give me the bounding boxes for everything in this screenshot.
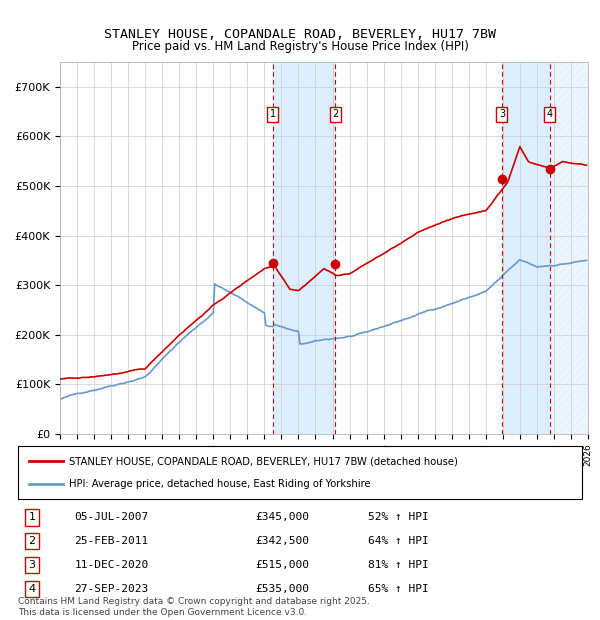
Text: STANLEY HOUSE, COPANDALE ROAD, BEVERLEY, HU17 7BW: STANLEY HOUSE, COPANDALE ROAD, BEVERLEY,… (104, 28, 496, 41)
Text: 11-DEC-2020: 11-DEC-2020 (74, 560, 149, 570)
Bar (550, 62, 588, 434)
Text: 1: 1 (29, 512, 35, 522)
Text: 05-JUL-2007: 05-JUL-2007 (74, 512, 149, 522)
Text: £342,500: £342,500 (255, 536, 309, 546)
Text: 27-SEP-2023: 27-SEP-2023 (74, 584, 149, 594)
Text: 1: 1 (270, 109, 276, 119)
Text: 4: 4 (29, 584, 35, 594)
Text: £345,000: £345,000 (255, 512, 309, 522)
Text: STANLEY HOUSE, COPANDALE ROAD, BEVERLEY, HU17 7BW (detached house): STANLEY HOUSE, COPANDALE ROAD, BEVERLEY,… (69, 456, 458, 466)
Text: 2: 2 (332, 109, 338, 119)
Text: 2: 2 (29, 536, 35, 546)
Text: 64% ↑ HPI: 64% ↑ HPI (368, 536, 428, 546)
Text: £515,000: £515,000 (255, 560, 309, 570)
Bar (273, 62, 335, 434)
Text: 4: 4 (547, 109, 553, 119)
Text: HPI: Average price, detached house, East Riding of Yorkshire: HPI: Average price, detached house, East… (69, 479, 370, 489)
Text: 65% ↑ HPI: 65% ↑ HPI (368, 584, 428, 594)
Text: Contains HM Land Registry data © Crown copyright and database right 2025.
This d: Contains HM Land Registry data © Crown c… (18, 598, 370, 617)
FancyBboxPatch shape (18, 446, 582, 499)
Bar (502, 62, 550, 434)
Text: Price paid vs. HM Land Registry's House Price Index (HPI): Price paid vs. HM Land Registry's House … (131, 40, 469, 53)
Text: 52% ↑ HPI: 52% ↑ HPI (368, 512, 428, 522)
Text: 25-FEB-2011: 25-FEB-2011 (74, 536, 149, 546)
Text: £535,000: £535,000 (255, 584, 309, 594)
Text: 3: 3 (499, 109, 505, 119)
Text: 81% ↑ HPI: 81% ↑ HPI (368, 560, 428, 570)
Text: 3: 3 (29, 560, 35, 570)
